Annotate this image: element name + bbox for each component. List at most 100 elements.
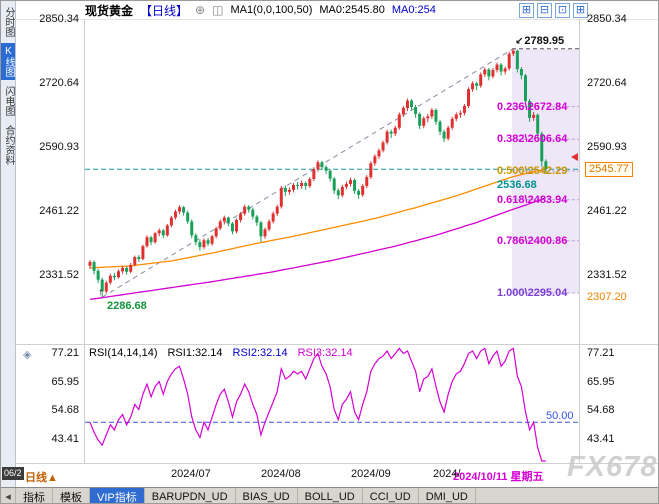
layout-quad-icon[interactable]: ⊞: [573, 3, 588, 18]
candle-body: [442, 131, 446, 139]
window-layout-icons: ⊞ ⊟ ⊡ ⊞: [519, 3, 588, 18]
candle-body: [210, 236, 214, 244]
candle-body: [340, 186, 344, 196]
candle-body: [239, 213, 243, 220]
layout-grid-icon[interactable]: ⊞: [519, 3, 534, 18]
rsi-panel-icon[interactable]: ◈: [23, 349, 32, 361]
candle-body: [523, 75, 527, 102]
tab-cci-ud[interactable]: CCI_UD: [363, 488, 419, 503]
candle-body: [121, 267, 125, 272]
candle-body: [495, 64, 499, 70]
sidebar-item-lightning-chart[interactable]: 闪电图: [3, 86, 14, 116]
tab-indicators[interactable]: 指标: [16, 488, 53, 503]
collapse-icon[interactable]: ⊕: [195, 3, 206, 17]
left-sidebar: 分时图 K线图 闪电图 合约资料: [1, 1, 16, 487]
ma-settings-label: MA1(0,0,100,50): [230, 4, 313, 16]
sidebar-item-kline-chart[interactable]: K线图: [1, 43, 15, 80]
date-axis-divider: [15, 463, 658, 464]
candle-body: [133, 257, 137, 265]
candle-body: [426, 116, 430, 119]
ma-settings-icon[interactable]: ◫: [212, 3, 224, 17]
price-marker-arrow: [571, 153, 578, 161]
candle-body: [348, 180, 352, 184]
tab-dmi-ud[interactable]: DMI_UD: [419, 488, 476, 503]
candle-body: [316, 162, 320, 170]
candle-body: [230, 223, 234, 232]
candle-body: [178, 207, 182, 212]
recent-low-annotation: 2536.68: [497, 179, 537, 191]
period-selector[interactable]: 日线▲: [25, 472, 58, 484]
rsi-axis-tick-left: 65.95: [51, 375, 79, 388]
candle-body: [190, 221, 194, 236]
candle-body: [149, 237, 153, 243]
candle-body: [263, 229, 267, 237]
rsi-axis-tick-left: 43.41: [51, 432, 79, 445]
rsi-axis-tick-right: 54.68: [587, 404, 615, 417]
candle-body: [104, 282, 108, 292]
tab-bias-ud[interactable]: BIAS_UD: [236, 488, 298, 503]
rsi-axis-tick-right: 77.21: [587, 347, 615, 359]
price-axis-tick-right: 2720.64: [587, 76, 627, 89]
price-axis-tick-right: 2590.93: [587, 141, 627, 153]
candle-body: [454, 114, 458, 119]
high-annotation: ↙2789.95: [515, 35, 565, 47]
candle-body: [145, 237, 149, 247]
tab-barupdn-ud[interactable]: BARUPDN_UD: [145, 488, 236, 503]
price-axis-tick-right: 2331.52: [587, 269, 627, 281]
sidebar-item-timeline-chart[interactable]: 分时图: [3, 7, 14, 37]
candle-body: [202, 240, 206, 248]
candle-body: [405, 100, 409, 108]
candle-body: [462, 106, 466, 113]
sidebar-item-contract-info[interactable]: 合约资料: [3, 125, 14, 165]
price-axis-tick-left: 2590.93: [39, 141, 79, 153]
price-axis-tick-left: 2720.64: [39, 76, 79, 89]
low-annotation: 2286.68: [107, 300, 147, 312]
candle-body: [515, 50, 519, 70]
candle-body: [414, 106, 418, 114]
candle-body: [173, 211, 177, 218]
candle-body: [271, 213, 275, 222]
header-divider: [15, 19, 658, 20]
candle-body: [373, 156, 377, 164]
candle-body: [540, 133, 544, 162]
candle-body: [483, 69, 487, 75]
candle-body: [328, 170, 332, 179]
rsi-midline-label: 50.00: [546, 410, 574, 422]
candle-body: [226, 217, 230, 224]
candle-body: [499, 64, 503, 72]
candle-body: [357, 190, 361, 195]
candle-body: [129, 264, 133, 272]
tab-templates[interactable]: 模板: [53, 488, 90, 503]
tab-scroll-left-icon[interactable]: ◂: [1, 488, 16, 503]
tab-boll-ud[interactable]: BOLL_UD: [298, 488, 363, 503]
candle-body: [198, 242, 202, 248]
candle-body: [100, 279, 104, 292]
layout-single-icon[interactable]: ⊡: [555, 3, 570, 18]
trendline: [101, 48, 514, 298]
candle-body: [479, 74, 483, 86]
layout-horizontal-icon[interactable]: ⊟: [537, 3, 552, 18]
candle-body: [532, 114, 536, 118]
candle-body: [279, 187, 283, 207]
candle-body: [418, 113, 422, 126]
candle-body: [397, 114, 401, 128]
period-label[interactable]: 【日线】: [140, 3, 189, 18]
candle-body: [222, 217, 226, 222]
candle-body: [247, 206, 251, 210]
main-candlestick-chart[interactable]: [85, 11, 579, 345]
candle-body: [430, 109, 434, 117]
candle-body: [243, 206, 247, 214]
candle-body: [304, 182, 308, 186]
candle-body: [292, 184, 295, 190]
candle-body: [511, 50, 515, 54]
chart-header: 现货黄金 【日线】 ⊕ ◫ MA1(0,0,100,50) MA0:2545.8…: [85, 1, 436, 19]
tab-vip-indicators[interactable]: VIP指标: [90, 488, 145, 503]
rsi-indicator-chart[interactable]: [85, 345, 579, 463]
candle-body: [169, 217, 173, 226]
candle-body: [153, 233, 157, 243]
candle-body: [475, 83, 479, 86]
price-axis-tick-left: 2331.52: [39, 269, 79, 281]
high-arrow-icon: ↙: [515, 36, 524, 47]
lower-level-label: 2307.20: [587, 291, 627, 303]
